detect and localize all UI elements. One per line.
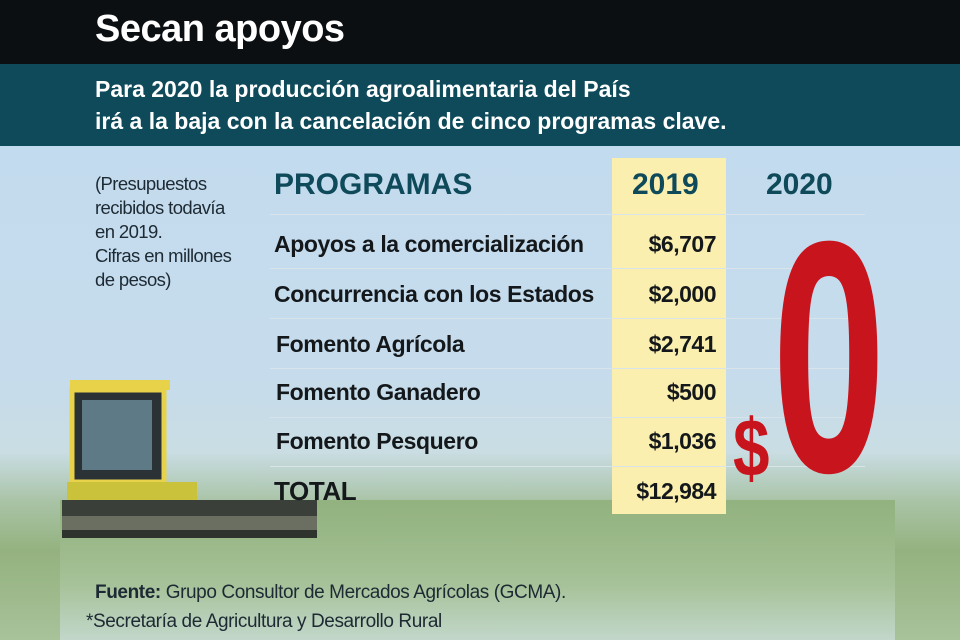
- value-2019: $1,036: [648, 428, 717, 454]
- row-divider: [270, 268, 865, 269]
- program-name: Fomento Pesquero: [276, 428, 478, 454]
- zero-2020-value: 0: [772, 172, 886, 541]
- total-label: TOTAL: [274, 476, 357, 506]
- header-2020: 2020: [766, 168, 833, 201]
- program-name: Fomento Agrícola: [276, 331, 465, 357]
- budget-note: (Presupuestos recibidos todavía en 2019.…: [95, 172, 265, 292]
- value-2019: $2,741: [648, 331, 717, 357]
- header-bar: Secan apoyos: [0, 0, 960, 64]
- value-2019: $500: [666, 379, 717, 405]
- value-2019: $2,000: [648, 281, 717, 307]
- row-divider: [270, 318, 865, 319]
- header-programas: PROGRAMAS: [274, 168, 473, 201]
- subtitle-line-2: irá a la baja con la cancelación de cinc…: [95, 108, 727, 134]
- page-title: Secan apoyos: [95, 8, 345, 50]
- note-line: Cifras en millones: [95, 245, 232, 266]
- header-2019: 2019: [632, 168, 699, 201]
- row-divider: [270, 214, 865, 215]
- program-name: Apoyos a la comercialización: [274, 231, 584, 257]
- subtitle-band: Para 2020 la producción agroalimentaria …: [0, 64, 960, 146]
- program-name: Concurrencia con los Estados: [274, 281, 594, 307]
- source-credit: Fuente: Grupo Consultor de Mercados Agrí…: [95, 582, 566, 604]
- zero-dollar-sign: $: [733, 403, 770, 494]
- source-text: Grupo Consultor de Mercados Agrícolas (G…: [160, 582, 567, 603]
- note-line: (Presupuestos: [95, 173, 207, 194]
- row-divider: [270, 417, 865, 418]
- note-line: de pesos): [95, 269, 171, 290]
- value-2019: $6,707: [648, 231, 717, 257]
- total-2019: $12,984: [636, 478, 716, 504]
- footnote: *Secretaría de Agricultura y Desarrollo …: [86, 611, 442, 632]
- tractor-illustration: [62, 380, 317, 538]
- note-line: recibidos todavía: [95, 197, 225, 218]
- row-divider: [270, 466, 865, 467]
- column-2019-highlight: [612, 158, 726, 514]
- row-divider: [270, 368, 865, 369]
- note-line: en 2019.: [95, 221, 163, 242]
- program-name: Fomento Ganadero: [276, 379, 481, 405]
- subtitle-line-1: Para 2020 la producción agroalimentaria …: [95, 76, 631, 102]
- source-label: Fuente:: [95, 582, 161, 603]
